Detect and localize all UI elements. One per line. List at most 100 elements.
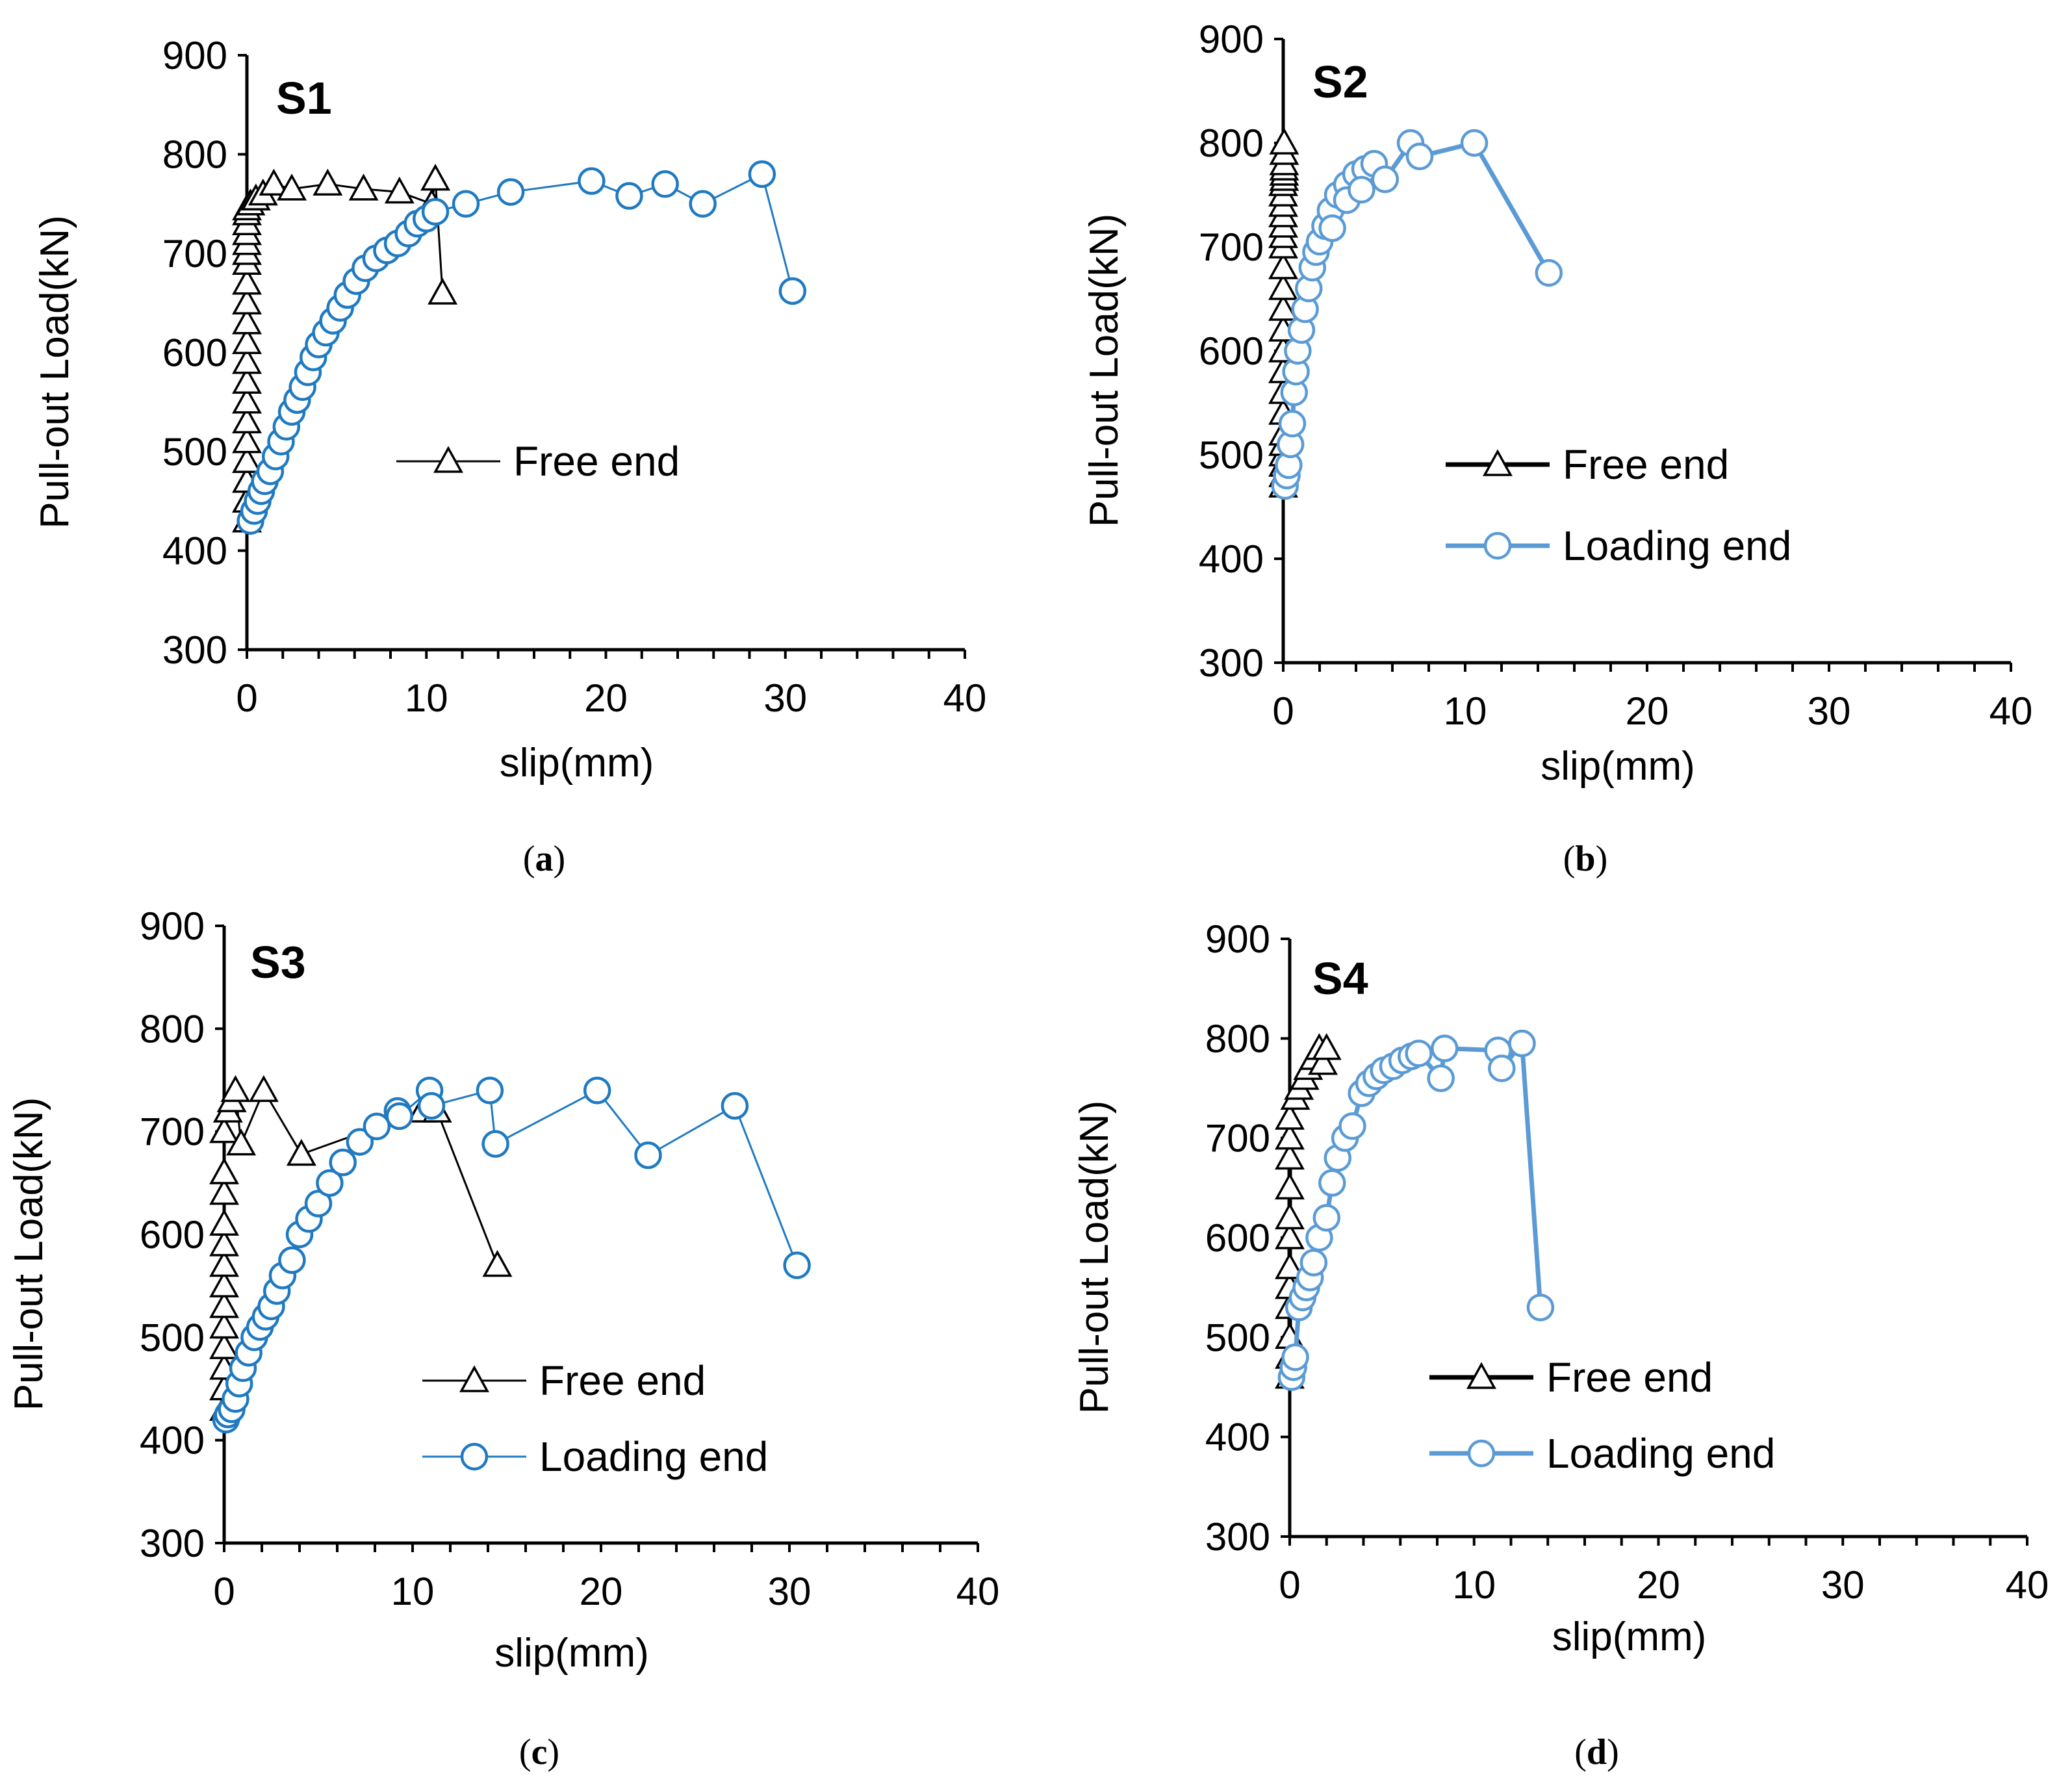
data-point: [1311, 1033, 1342, 1060]
panel-title: S3: [250, 937, 306, 988]
data-point: [313, 168, 343, 196]
y-tick-label: 900: [1205, 917, 1270, 961]
panel-caption: (d): [1574, 1732, 1618, 1772]
y-axis-title: Pull-out Load(kN): [32, 215, 77, 528]
data-point: [232, 387, 262, 414]
y-axis-title: Pull-out Load(kN): [1082, 214, 1127, 527]
y-tick-label: 700: [162, 232, 227, 275]
y-tick-label: 400: [162, 530, 227, 573]
series-loading-end: [212, 1077, 811, 1434]
data-point: [651, 170, 679, 198]
y-tick-label: 800: [1199, 121, 1264, 165]
x-tick-label: 30: [763, 676, 807, 720]
y-tick-label: 700: [1199, 225, 1264, 269]
legend-item: Loading end: [1429, 1430, 1775, 1477]
data-point: [1460, 129, 1489, 157]
panel-caption: (a): [523, 839, 565, 879]
data-point: [1275, 1123, 1305, 1150]
y-tick-label: 600: [1199, 329, 1264, 373]
data-point: [421, 198, 450, 226]
y-tick-label: 300: [162, 628, 227, 672]
y-tick-label: 600: [140, 1213, 205, 1257]
x-tick-label: 40: [943, 676, 987, 720]
x-tick-label: 30: [1821, 1563, 1865, 1607]
data-point: [363, 1112, 391, 1140]
data-point: [348, 173, 379, 201]
legend-item: Loading end: [422, 1433, 768, 1480]
data-point: [209, 1332, 239, 1359]
x-tick-label: 40: [1989, 689, 2033, 733]
data-point: [583, 1077, 611, 1105]
y-tick-label: 300: [1199, 641, 1264, 685]
data-point: [232, 268, 262, 295]
chart-panel-d: 300 400 500 600 700 800 900 0 10 20 30 40 slip(mm) Pu…: [1072, 917, 2049, 1772]
x-tick-label: 40: [2006, 1563, 2049, 1607]
series-loading-end: [1277, 1029, 1555, 1391]
x-tick-label: 10: [405, 676, 448, 720]
x-tick-label: 0: [1272, 689, 1294, 733]
data-point: [783, 1251, 811, 1279]
x-tick-label: 10: [1444, 689, 1487, 733]
legend-label: Loading end: [1546, 1430, 1775, 1477]
data-point: [329, 1148, 357, 1177]
chart-panel-b: 300 400 500 600 700 800 900 0 10 20 30 40 slip(mm) Pu…: [1082, 18, 2032, 879]
data-point: [1312, 1204, 1340, 1232]
x-tick-label: 10: [1452, 1563, 1496, 1607]
data-point: [452, 190, 480, 218]
x-tick-label: 30: [768, 1570, 812, 1613]
x-tick-label: 20: [1626, 689, 1669, 733]
panel-title: S1: [276, 73, 332, 123]
data-point: [232, 327, 262, 354]
data-point: [1269, 127, 1299, 155]
panel-caption: (c): [519, 1732, 559, 1772]
legend-marker: [1483, 531, 1512, 560]
data-point: [1508, 1029, 1536, 1058]
x-axis-title: slip(mm): [1541, 744, 1695, 789]
data-point: [1431, 1034, 1459, 1062]
x-axis-title: slip(mm): [500, 741, 654, 785]
data-point: [346, 1128, 374, 1156]
panel-title: S2: [1312, 57, 1368, 107]
data-point: [278, 1246, 306, 1274]
data-point: [232, 347, 262, 374]
data-point: [428, 277, 458, 305]
data-point: [209, 1229, 239, 1257]
y-tick-label: 300: [1205, 1515, 1270, 1559]
y-tick-label: 600: [1205, 1216, 1270, 1260]
data-point: [209, 1270, 239, 1297]
series-loading-end: [1271, 129, 1563, 500]
data-point: [304, 1190, 333, 1218]
y-tick-label: 500: [1205, 1316, 1270, 1359]
data-point: [209, 1157, 239, 1184]
legend-marker: [1483, 449, 1513, 476]
x-axis-title: slip(mm): [1552, 1615, 1707, 1659]
x-tick-label: 0: [213, 1570, 235, 1613]
data-point: [1275, 1202, 1305, 1230]
data-point: [721, 1092, 749, 1120]
legend-marker: [1466, 1362, 1496, 1389]
data-point: [1526, 1294, 1555, 1322]
x-tick-label: 20: [580, 1570, 623, 1613]
y-tick-label: 400: [1199, 537, 1264, 581]
data-point: [748, 160, 776, 188]
data-point: [482, 1249, 513, 1277]
data-point: [1268, 294, 1298, 321]
data-point: [209, 1249, 239, 1277]
legend-label: Loading end: [1563, 522, 1791, 569]
data-point: [481, 1130, 509, 1158]
data-point: [689, 190, 717, 218]
data-point: [1275, 1142, 1305, 1170]
data-point: [232, 426, 262, 453]
legend-item: Free end: [1446, 441, 1729, 488]
legend-item: Free end: [396, 438, 680, 485]
legend-marker: [460, 1442, 489, 1471]
data-point: [259, 168, 289, 196]
data-point: [248, 1075, 279, 1103]
data-point: [634, 1141, 662, 1169]
data-point: [1299, 1249, 1328, 1277]
panel-caption: (b): [1563, 839, 1607, 879]
y-tick-label: 500: [162, 430, 227, 474]
x-tick-label: 20: [584, 676, 628, 720]
legend-item: Free end: [422, 1357, 706, 1404]
